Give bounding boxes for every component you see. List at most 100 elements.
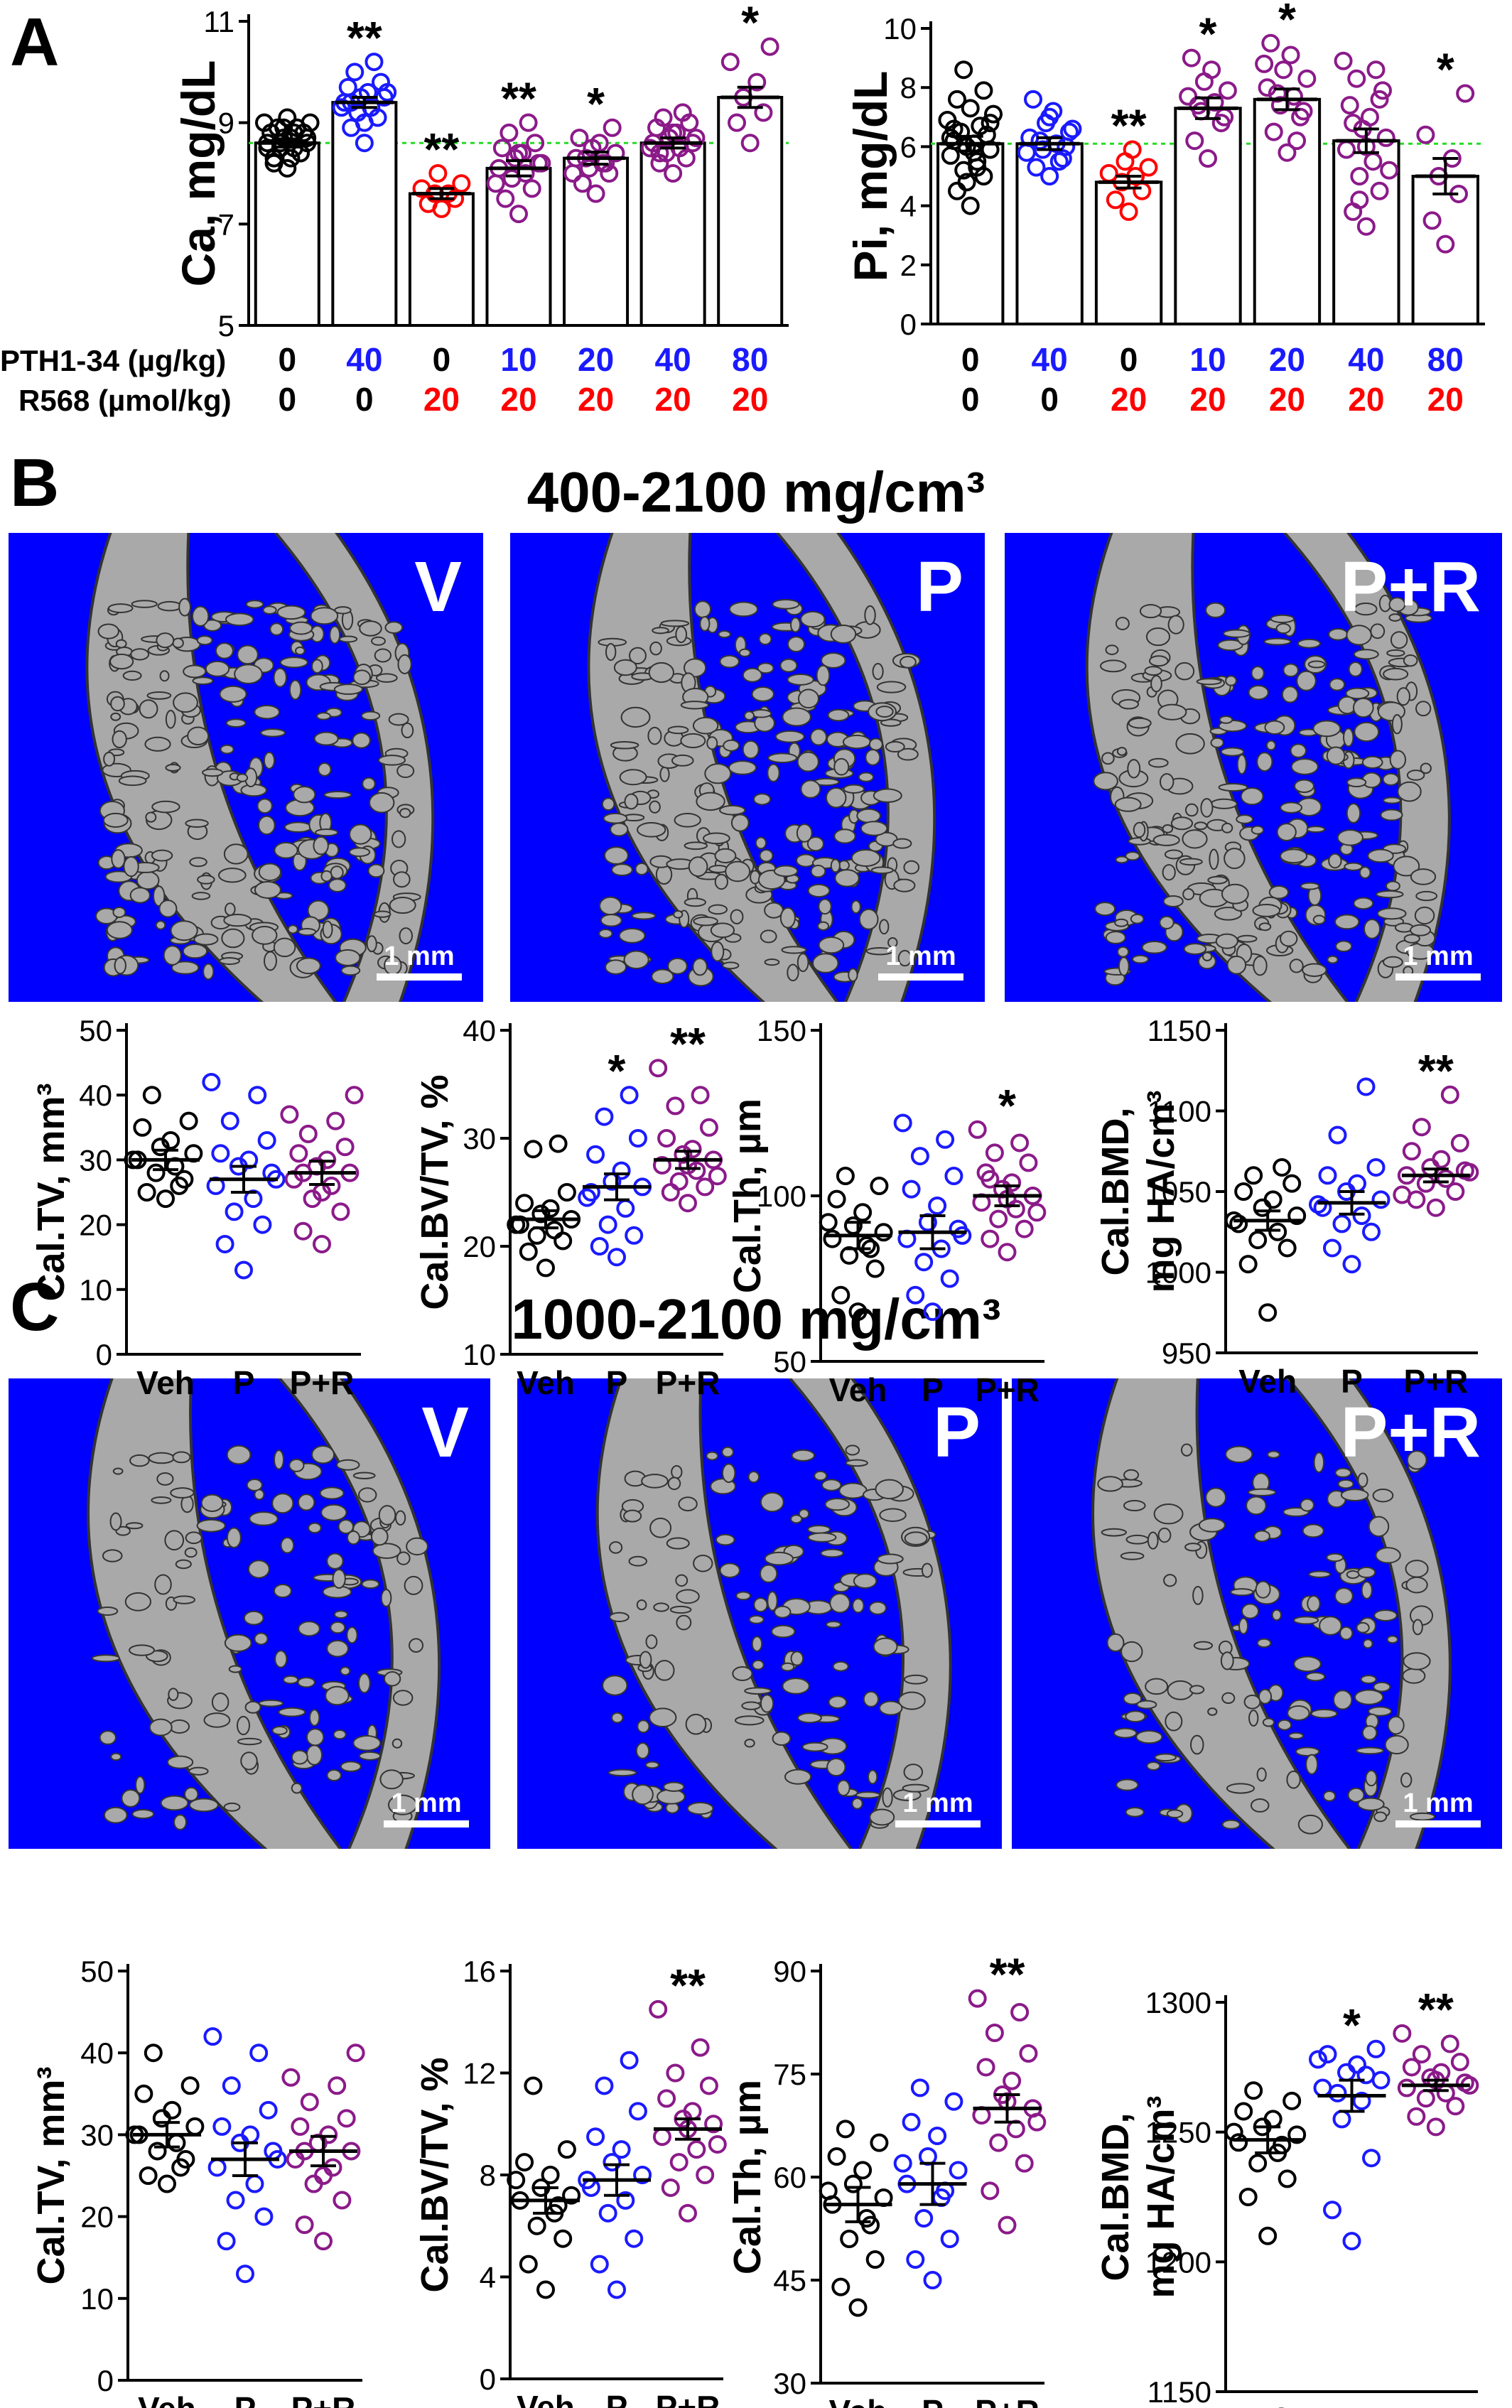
data-point bbox=[1027, 2112, 1047, 2132]
trabecula bbox=[747, 1471, 760, 1484]
trabecula bbox=[1105, 931, 1126, 944]
trabecula bbox=[202, 963, 215, 981]
y-tick-label: 9 bbox=[218, 107, 234, 140]
trabecula bbox=[1153, 1503, 1184, 1525]
dose-value: 80 bbox=[1427, 341, 1464, 378]
trabecula bbox=[1300, 882, 1320, 890]
trabecula bbox=[1388, 597, 1406, 612]
trabecula bbox=[201, 768, 224, 777]
data-point bbox=[428, 164, 448, 183]
trabecula bbox=[1167, 1680, 1194, 1700]
trabecula bbox=[153, 885, 166, 907]
trabecula bbox=[855, 1791, 881, 1799]
trabecula bbox=[225, 902, 236, 917]
x-tick-label: Veh bbox=[1238, 2402, 1297, 2408]
trabecula bbox=[684, 841, 708, 851]
data-point bbox=[1281, 45, 1300, 65]
trabecula bbox=[1397, 781, 1422, 802]
data-point bbox=[1340, 96, 1359, 115]
data-point bbox=[948, 90, 967, 109]
trabecula bbox=[779, 907, 796, 929]
trabecula bbox=[753, 1597, 768, 1613]
trabecula bbox=[760, 1694, 774, 1713]
data-point bbox=[1352, 2091, 1371, 2110]
panel-label-c: C bbox=[10, 1269, 59, 1345]
trabecula bbox=[1412, 1619, 1423, 1636]
trabecula bbox=[675, 1574, 688, 1587]
trabecula bbox=[623, 950, 649, 970]
trabecula bbox=[851, 1797, 863, 1810]
trabecula bbox=[1376, 907, 1407, 920]
data-point bbox=[156, 1189, 175, 1209]
trabecula bbox=[284, 821, 313, 833]
data-point bbox=[1436, 234, 1455, 254]
significance-marker: * bbox=[587, 78, 605, 129]
trabecula bbox=[225, 612, 254, 627]
trabecula bbox=[262, 605, 277, 615]
trabecula bbox=[1159, 773, 1174, 791]
trabecula bbox=[352, 732, 371, 749]
trabecula bbox=[732, 1666, 753, 1681]
trabecula bbox=[817, 921, 830, 931]
trabecula bbox=[323, 791, 352, 799]
data-point bbox=[984, 104, 1003, 124]
trabecula bbox=[624, 793, 639, 810]
trabecula bbox=[719, 804, 746, 816]
trabecula bbox=[719, 1562, 740, 1578]
trabecula bbox=[620, 706, 651, 728]
y-axis-label: Cal.BMD, bbox=[1094, 2112, 1137, 2281]
trabecula bbox=[121, 1789, 141, 1808]
data-point bbox=[313, 1234, 331, 1253]
trabecula bbox=[759, 849, 774, 863]
trabecula bbox=[130, 648, 150, 661]
trabecula bbox=[897, 747, 919, 761]
trabecula bbox=[1190, 1734, 1204, 1755]
trabecula bbox=[1123, 1692, 1143, 1705]
data-point bbox=[1003, 2071, 1022, 2090]
trabecula bbox=[1297, 638, 1321, 649]
trabecula bbox=[1280, 801, 1303, 814]
trabecula bbox=[276, 605, 306, 620]
dose-value: 20 bbox=[578, 381, 614, 418]
data-point bbox=[519, 1242, 538, 1261]
scale-bar bbox=[377, 973, 462, 981]
trabecula bbox=[873, 788, 902, 803]
data-point bbox=[661, 1183, 680, 1202]
trabecula bbox=[838, 1482, 868, 1499]
trabecula bbox=[790, 1514, 803, 1524]
data-point bbox=[328, 2076, 347, 2095]
significance-marker: * bbox=[998, 1080, 1016, 1131]
trabecula bbox=[1344, 862, 1363, 871]
y-axis-label: Cal.BMD, bbox=[1094, 1107, 1137, 1275]
pth-dose-label: PTH1-34 (µg/kg) bbox=[0, 344, 226, 377]
data-point bbox=[971, 117, 990, 136]
panel-label-b: B bbox=[10, 445, 59, 521]
trabecula bbox=[825, 787, 847, 809]
trabecula bbox=[352, 1735, 382, 1751]
data-point bbox=[650, 144, 669, 163]
x-tick-label: Veh bbox=[517, 2389, 575, 2408]
trabecula bbox=[1182, 888, 1195, 900]
trabecula bbox=[387, 1794, 418, 1815]
data-point bbox=[496, 189, 515, 208]
trabecula bbox=[870, 866, 894, 875]
trabecula bbox=[372, 1543, 401, 1560]
data-point bbox=[526, 134, 545, 153]
trabecula bbox=[115, 639, 127, 649]
data-point bbox=[515, 2153, 534, 2172]
data-point bbox=[1119, 202, 1138, 221]
trabecula bbox=[730, 814, 750, 832]
trabecula bbox=[1165, 1711, 1183, 1732]
data-point bbox=[1297, 69, 1317, 88]
scale-bar-label: 1 mm bbox=[1403, 1788, 1473, 1818]
data-point bbox=[870, 1177, 889, 1196]
trabecula bbox=[773, 865, 799, 878]
trabecula bbox=[1375, 1547, 1401, 1564]
data-point bbox=[603, 118, 622, 137]
trabecula bbox=[144, 736, 171, 752]
data-point bbox=[185, 2117, 205, 2136]
trabecula bbox=[864, 605, 876, 625]
x-tick-label: P+R bbox=[1403, 1363, 1468, 1400]
scale-bar bbox=[878, 973, 963, 981]
